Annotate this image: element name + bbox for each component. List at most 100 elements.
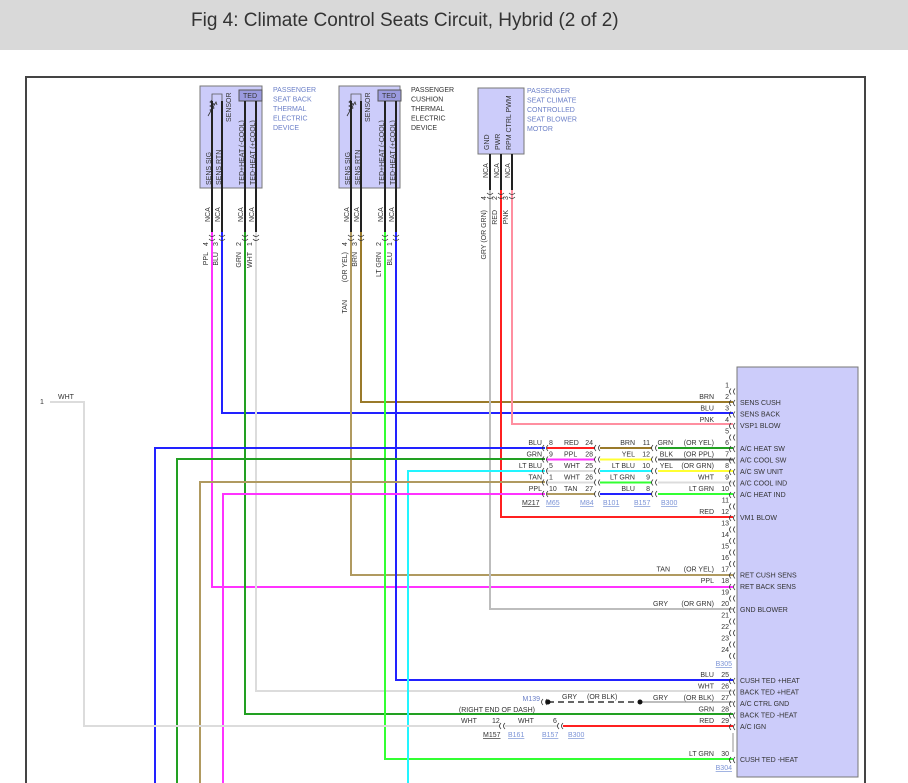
pin-number: 23 [721, 636, 729, 643]
module-pin-icon [729, 595, 736, 602]
connector-icon [594, 456, 601, 463]
connector-icon [381, 234, 389, 241]
wire-color-alt: (OR YEL) [684, 567, 714, 574]
pin-number: 2 [236, 242, 243, 246]
pin-number: 4 [481, 196, 488, 200]
connector-arc [733, 595, 736, 602]
wire-color: LT GRN [376, 252, 383, 277]
pin-number: 9 [646, 475, 650, 482]
ted-box [377, 89, 402, 102]
pin-number: 10 [721, 486, 729, 493]
sensor-label: SENSOR [226, 92, 233, 122]
thermistor-icon [346, 99, 357, 117]
connector-arc [655, 456, 658, 463]
connector-arc [729, 641, 732, 648]
connector-id-link[interactable]: M157 [483, 732, 501, 739]
connector-arc [733, 514, 736, 522]
connector-icon [508, 192, 516, 199]
connector-id-link[interactable]: M217 [522, 500, 540, 507]
pin-number: 16 [721, 555, 729, 562]
connector-icon [542, 467, 549, 475]
connector-arc [733, 677, 736, 685]
connector-arc [729, 445, 732, 453]
connector-arc [733, 723, 736, 731]
connector-icon [241, 234, 249, 241]
connector-arc [541, 698, 544, 706]
module-pin-icon [729, 526, 736, 533]
connector-id-link[interactable]: B157 [634, 500, 650, 507]
wire-color: BLK [660, 452, 674, 459]
module-pin-icon [729, 583, 736, 591]
connector-arc [561, 722, 564, 730]
wire-color: (OR YEL) [342, 252, 349, 282]
wire-color: PNK [700, 417, 715, 424]
pin-number: 9 [549, 452, 553, 459]
connector-arc [208, 238, 216, 241]
component-name: CONTROLLED [527, 107, 575, 114]
connector-id-link[interactable]: B300 [661, 500, 677, 507]
connector-icon [357, 234, 365, 241]
passenger-cushion-thermal-device [338, 85, 402, 232]
nca-label: NCA [344, 207, 351, 222]
connector-arc [381, 238, 389, 241]
module-pin-label: CUSH TED -HEAT [740, 757, 799, 764]
module-pin-icon [729, 618, 736, 625]
connector-id-link[interactable]: B305 [716, 661, 732, 668]
wire-color: WHT [698, 684, 715, 691]
connector-arc [729, 468, 732, 476]
wire-label: WHT [564, 475, 581, 482]
connector-id-link[interactable]: B300 [568, 732, 584, 739]
pin-number: 4 [725, 417, 729, 424]
module-pin-icon [729, 572, 736, 579]
nca-label: NCA [215, 207, 222, 222]
connector-id-link[interactable]: B101 [603, 500, 619, 507]
pin-number: 6 [725, 440, 729, 447]
connector-arc [729, 434, 732, 441]
pin-number: 27 [721, 695, 729, 702]
module-pin-label: RET BACK SENS [740, 584, 796, 591]
connector-id-link[interactable]: B157 [542, 732, 558, 739]
module-pin-label: VM1 BLOW [740, 515, 777, 522]
wire-label: WHT [564, 463, 581, 470]
connector-id-link[interactable]: M84 [580, 500, 594, 507]
connector-id-link[interactable]: M65 [546, 500, 560, 507]
connector-arc [733, 756, 736, 764]
connector-icon [557, 722, 564, 730]
module-pin-icon [729, 457, 736, 464]
module-pin-icon [729, 388, 736, 395]
pin-label: TED-HEAT (+COOL) [390, 120, 397, 185]
pin-number: 19 [721, 590, 729, 597]
wire-label: LT BLU [612, 463, 635, 470]
splice-dot [637, 699, 643, 705]
connector-icon [542, 456, 549, 463]
wire-color: WHT [461, 718, 478, 725]
connector-arc [651, 479, 654, 486]
module-pin-icon [729, 480, 736, 487]
connector-arc [733, 572, 736, 579]
pin-number: 10 [549, 486, 557, 493]
connector-arc [557, 722, 560, 730]
component-name: DEVICE [273, 125, 299, 132]
pin-number: 2 [492, 196, 499, 200]
pin-number: 4 [342, 242, 349, 246]
title-bar: Fig 4: Climate Control Seats Circuit, Hy… [0, 0, 908, 50]
pin-number: 9 [725, 475, 729, 482]
wire-color-alt: (OR PPL) [684, 452, 714, 459]
pin-number: 24 [721, 647, 729, 654]
wire-color-alt: (OR GRN) [681, 601, 714, 608]
wire-label: TAN [564, 486, 577, 493]
connector-id-link[interactable]: B304 [716, 765, 732, 772]
ground-splice-dot [545, 699, 551, 705]
connector-arc [729, 503, 732, 510]
wire-color: GRN [698, 707, 714, 714]
pin-number: 12 [642, 452, 650, 459]
wire-ltblu [407, 470, 545, 783]
pin-number: 12 [492, 718, 500, 725]
connector-id-link[interactable]: B161 [508, 732, 524, 739]
connector-icon [651, 467, 658, 475]
module-pin-label: A/C COOL SW [740, 458, 787, 465]
connector-arc [546, 479, 549, 486]
module-pin-label: BACK TED +HEAT [740, 690, 800, 697]
connector-arc [357, 238, 365, 241]
pin-label: TED+HEAT (-COOL) [239, 120, 246, 185]
